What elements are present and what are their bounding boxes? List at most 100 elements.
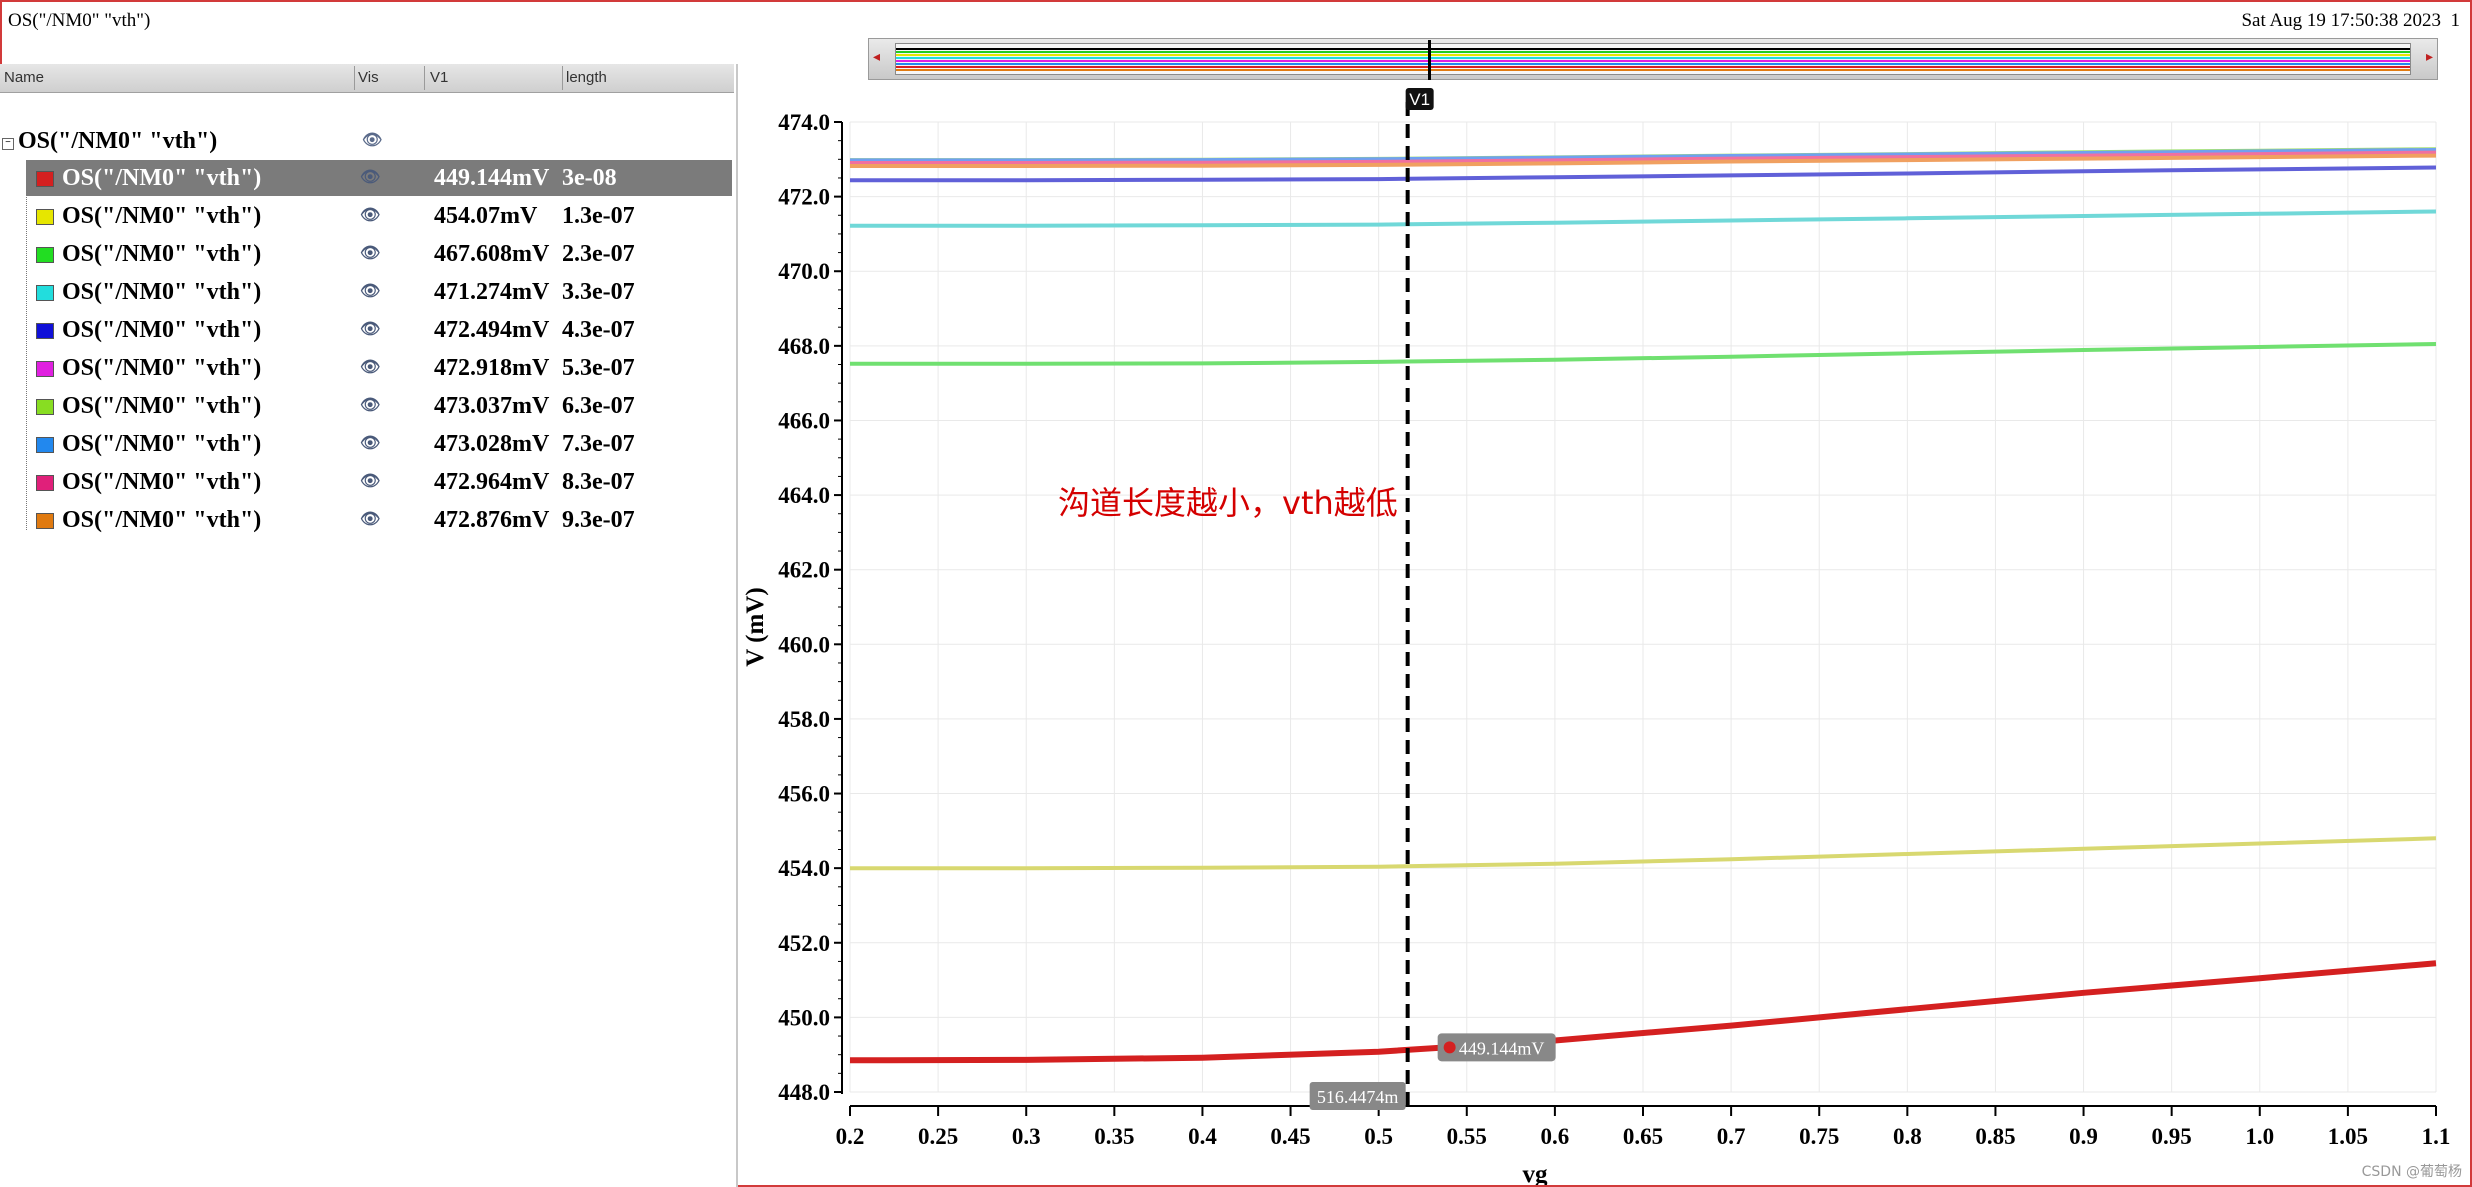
- length-value: 7.3e-07: [562, 431, 635, 457]
- eye-icon[interactable]: 👁: [360, 473, 381, 490]
- tree-root-label: OS("/NM0" "vth"): [18, 128, 218, 154]
- x-tick-label: 0.25: [918, 1124, 958, 1149]
- y-tick-label: 462.0: [778, 558, 830, 583]
- cursor-tag[interactable]: [1405, 88, 1434, 110]
- window-date: Sat Aug 19 17:50:38 2023 1: [2241, 10, 2460, 32]
- series-line[interactable]: [850, 153, 2437, 168]
- series-line[interactable]: [850, 342, 2437, 366]
- legend-row[interactable]: OS("/NM0" "vth") 👁 467.608mV 2.3e-07: [26, 236, 732, 272]
- x-tick-label: 1.1: [2422, 1124, 2451, 1149]
- chart-area[interactable]: 448.0 450.0 452.0 454.0 456.0 458.0 460.0 462.0…: [740, 80, 2460, 1185]
- header-v1[interactable]: V1: [430, 69, 449, 86]
- series-line[interactable]: [850, 148, 2437, 163]
- trace-name: OS("/NM0" "vth"): [62, 393, 262, 419]
- overview-cursor[interactable]: [1428, 40, 1432, 80]
- tree-connector: [26, 160, 28, 530]
- x-tick-label: 0.65: [1623, 1124, 1663, 1149]
- overview-scroller[interactable]: ◂ ▸: [868, 38, 2438, 80]
- v1-value: 454.07mV: [434, 203, 538, 229]
- legend-row[interactable]: OS("/NM0" "vth") 👁 472.964mV 8.3e-07: [26, 464, 732, 500]
- overview-trace: [896, 60, 2410, 62]
- y-tick-label: 468.0: [778, 334, 830, 359]
- length-value: 8.3e-07: [562, 469, 635, 495]
- x-tick-label: 0.45: [1270, 1124, 1310, 1149]
- cursor-y-box: [1437, 1033, 1556, 1062]
- eye-icon[interactable]: 👁: [360, 435, 381, 452]
- y-tick-label: 452.0: [778, 931, 830, 956]
- legend-row[interactable]: OS("/NM0" "vth") 👁 471.274mV 3.3e-07: [26, 274, 732, 310]
- x-tick-label: 0.5: [1364, 1124, 1393, 1149]
- eye-icon[interactable]: 👁: [360, 283, 381, 300]
- header-name[interactable]: Name: [4, 69, 45, 86]
- eye-icon[interactable]: 👁: [362, 132, 383, 149]
- color-swatch: [36, 399, 54, 415]
- color-swatch: [36, 361, 54, 377]
- overview-trace: [896, 69, 2410, 71]
- date-text: Sat Aug 19 17:50:38 2023: [2241, 10, 2441, 31]
- y-tick-label: 458.0: [778, 707, 830, 732]
- legend-panel: Name Vis V1 length − OS("/NM0" "vth") 👁 O…: [0, 64, 738, 1187]
- eye-icon[interactable]: 👁: [360, 245, 381, 262]
- series-line[interactable]: [850, 836, 2437, 871]
- eye-icon[interactable]: 👁: [360, 321, 381, 338]
- eye-icon[interactable]: 👁: [360, 511, 381, 528]
- overview-trace: [896, 57, 2410, 59]
- v1-value: 473.028mV: [434, 431, 550, 457]
- v1-value: 472.918mV: [434, 355, 550, 381]
- trace-name: OS("/NM0" "vth"): [62, 469, 262, 495]
- y-tick-label: 470.0: [778, 259, 830, 284]
- color-swatch: [36, 171, 54, 187]
- trace-name: OS("/NM0" "vth"): [62, 241, 262, 267]
- x-tick-label: 1.05: [2328, 1124, 2368, 1149]
- legend-row[interactable]: OS("/NM0" "vth") 👁 472.918mV 5.3e-07: [26, 350, 732, 386]
- color-swatch: [36, 513, 54, 529]
- header-length[interactable]: length: [566, 69, 607, 86]
- legend-row[interactable]: OS("/NM0" "vth") 👁 472.876mV 9.3e-07: [26, 502, 732, 538]
- x-tick-label: 0.55: [1447, 1124, 1487, 1149]
- trace-name: OS("/NM0" "vth"): [62, 355, 262, 381]
- cursor-x-box: [1309, 1082, 1406, 1110]
- y-tick-label: 464.0: [778, 483, 830, 508]
- length-value: 5.3e-07: [562, 355, 635, 381]
- length-value: 1.3e-07: [562, 203, 635, 229]
- x-tick-label: 0.75: [1799, 1124, 1839, 1149]
- eye-icon[interactable]: 👁: [360, 397, 381, 414]
- length-value: 2.3e-07: [562, 241, 635, 267]
- header-separator: [562, 66, 563, 90]
- trace-name: OS("/NM0" "vth"): [62, 203, 262, 229]
- x-tick-label: 0.3: [1012, 1124, 1041, 1149]
- legend-row[interactable]: OS("/NM0" "vth") 👁 449.144mV 3e-08: [26, 160, 732, 196]
- legend-row[interactable]: OS("/NM0" "vth") 👁 473.037mV 6.3e-07: [26, 388, 732, 424]
- eye-icon[interactable]: 👁: [360, 207, 381, 224]
- legend-row[interactable]: OS("/NM0" "vth") 👁 473.028mV 7.3e-07: [26, 426, 732, 462]
- cursor-x-label: 516.4474m: [1317, 1087, 1399, 1107]
- y-axis-label: V (mV): [742, 587, 769, 666]
- scroll-right-icon[interactable]: ▸: [2425, 50, 2433, 65]
- color-swatch: [36, 323, 54, 339]
- trace-name: OS("/NM0" "vth"): [62, 317, 262, 343]
- color-swatch: [36, 247, 54, 263]
- trace-name: OS("/NM0" "vth"): [62, 507, 262, 533]
- overview-trace: [896, 66, 2410, 68]
- overview-trace: [896, 51, 2410, 53]
- eye-icon[interactable]: 👁: [360, 359, 381, 376]
- legend-row[interactable]: OS("/NM0" "vth") 👁 454.07mV 1.3e-07: [26, 198, 732, 234]
- legend-row[interactable]: OS("/NM0" "vth") 👁 472.494mV 4.3e-07: [26, 312, 732, 348]
- series-line[interactable]: [850, 165, 2437, 183]
- x-tick-label: 0.7: [1717, 1124, 1746, 1149]
- overview-track[interactable]: [895, 40, 2411, 80]
- x-tick-label: 0.35: [1094, 1124, 1134, 1149]
- cursor-point[interactable]: [1443, 1041, 1456, 1054]
- series-line[interactable]: [850, 209, 2437, 228]
- page-number: 1: [2450, 10, 2461, 31]
- v1-value: 473.037mV: [434, 393, 550, 419]
- x-axis-label: vg: [1523, 1161, 1549, 1185]
- series-line[interactable]: [849, 960, 2437, 1064]
- eye-icon[interactable]: 👁: [360, 169, 381, 186]
- tree-root[interactable]: − OS("/NM0" "vth") 👁: [2, 124, 732, 158]
- scroll-left-icon[interactable]: ◂: [873, 50, 881, 65]
- series-line[interactable]: [850, 150, 2437, 165]
- collapse-icon[interactable]: −: [2, 138, 14, 150]
- header-vis[interactable]: Vis: [358, 69, 379, 86]
- y-tick-label: 454.0: [778, 856, 830, 881]
